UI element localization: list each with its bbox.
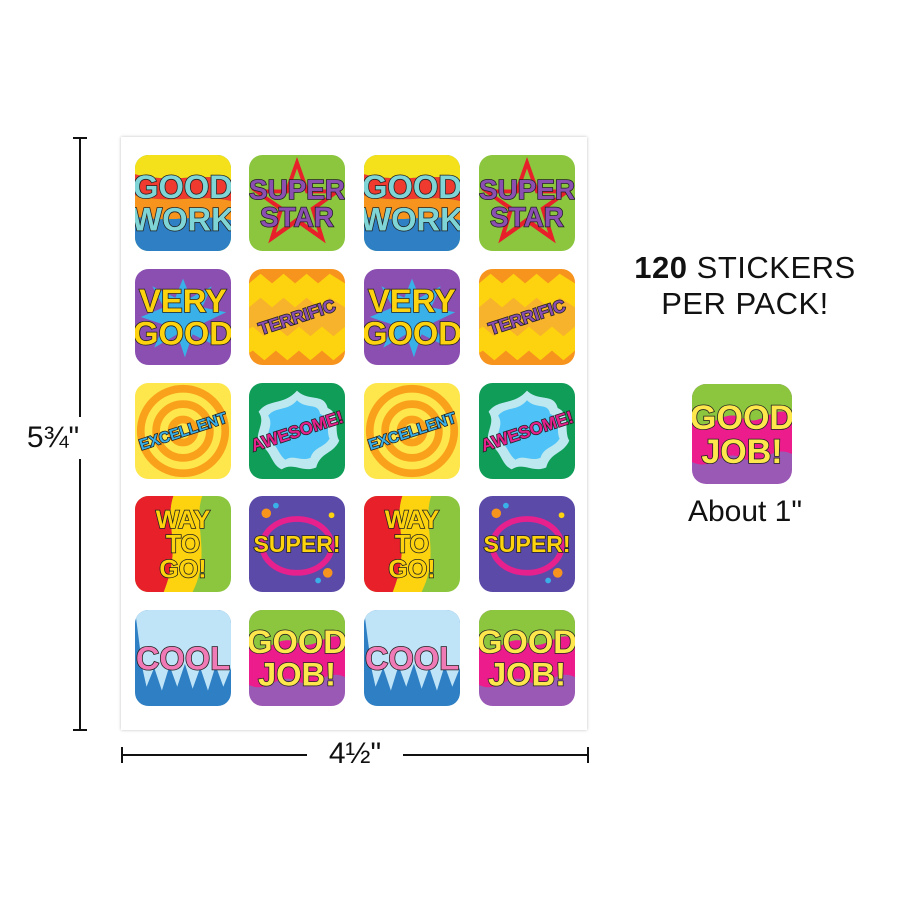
- sticker: SUPER STAR: [479, 155, 575, 251]
- sticker: SUPER STAR: [249, 155, 345, 251]
- sticker-sheet: GOOD WORK SUPER STAR GOOD WORK SUPER STAR VE…: [121, 137, 587, 730]
- sticker-text-line: GOOD: [135, 168, 231, 205]
- height-dimension: 5¾": [18, 137, 88, 731]
- sticker: VERY GOOD: [135, 269, 231, 365]
- sticker: COOL: [135, 610, 231, 706]
- sticker-text-line: GO!: [388, 556, 435, 584]
- sticker: SUPER!: [479, 496, 575, 592]
- height-dimension-cap-bottom: [73, 729, 87, 731]
- sticker-text-line: WORK: [135, 201, 231, 238]
- sticker: COOL: [364, 610, 460, 706]
- pack-count-text: 120 STICKERS PER PACK!: [610, 250, 880, 322]
- sticker-text-line: TO: [166, 531, 200, 559]
- sticker: EXCELLENT: [135, 383, 231, 479]
- sticker-text-line: GOOD: [692, 399, 792, 437]
- sticker-text-line: GOOD: [479, 623, 575, 660]
- sticker: AWESOME!: [479, 383, 575, 479]
- sticker: GOOD JOB!: [479, 610, 575, 706]
- sample-sticker: GOOD JOB!: [689, 384, 795, 484]
- sticker-graphic: COOL: [364, 610, 460, 706]
- sticker-graphic: TERRIFIC: [479, 269, 575, 365]
- sticker-graphic: AWESOME!: [479, 383, 575, 479]
- sticker-text-line: GOOD: [364, 315, 460, 352]
- height-label: 5¾": [18, 417, 88, 459]
- sticker-text-line: GOOD: [249, 623, 345, 660]
- sticker-graphic: AWESOME!: [249, 383, 345, 479]
- pack-count-number: 120: [634, 250, 688, 285]
- pack-count-unit: STICKERS: [696, 250, 856, 285]
- sticker-graphic: EXCELLENT: [364, 383, 460, 479]
- sticker: EXCELLENT: [364, 383, 460, 479]
- sticker-text-line: GOOD: [364, 168, 460, 205]
- width-label: 4½": [307, 737, 403, 771]
- sticker-text-line: WAY: [156, 506, 211, 534]
- sticker-text-line: WAY: [385, 506, 440, 534]
- sticker-text-line: SUPER!: [483, 531, 570, 557]
- sticker-text-line: VERY: [139, 282, 227, 319]
- sticker-text-line: SUPER: [479, 174, 575, 205]
- width-dimension-cap-right: [587, 747, 589, 763]
- sticker-graphic: COOL: [135, 610, 231, 706]
- sticker-text-line: VERY: [368, 282, 456, 319]
- sticker-text-line: SUPER: [249, 174, 345, 205]
- sticker: TERRIFIC: [479, 269, 575, 365]
- sticker-graphic: SUPER!: [249, 496, 345, 592]
- sticker-text-line: JOB!: [488, 656, 566, 693]
- sticker: WAY TO GO!: [364, 496, 460, 592]
- sticker-graphic: EXCELLENT: [135, 383, 231, 479]
- width-dimension: 4½": [121, 737, 589, 771]
- sticker: VERY GOOD: [364, 269, 460, 365]
- sticker-text-line: GO!: [159, 556, 206, 584]
- pack-count-line2: PER PACK!: [661, 286, 829, 321]
- sticker: WAY TO GO!: [135, 496, 231, 592]
- sample-size-label: About 1": [687, 495, 803, 528]
- sticker: TERRIFIC: [249, 269, 345, 365]
- sticker-text-line: COOL: [136, 639, 230, 676]
- sticker: SUPER!: [249, 496, 345, 592]
- sticker: GOOD JOB!: [249, 610, 345, 706]
- sticker-text-line: STAR: [490, 202, 564, 233]
- sticker-text-line: SUPER!: [253, 531, 340, 557]
- sticker-graphic: SUPER!: [479, 496, 575, 592]
- sticker: GOOD WORK: [135, 155, 231, 251]
- sticker-text-line: TO: [395, 531, 429, 559]
- sticker-text-line: STAR: [260, 202, 334, 233]
- sticker-text-line: JOB!: [258, 656, 336, 693]
- sticker: GOOD WORK: [364, 155, 460, 251]
- width-dimension-cap-left: [121, 747, 123, 763]
- sticker-graphic: TERRIFIC: [249, 269, 345, 365]
- sticker: AWESOME!: [249, 383, 345, 479]
- sticker-text-line: JOB!: [701, 433, 782, 471]
- sticker-text-line: WORK: [364, 201, 460, 238]
- height-dimension-cap-top: [73, 137, 87, 139]
- sticker-text-line: COOL: [365, 639, 459, 676]
- sticker-text-line: GOOD: [135, 315, 231, 352]
